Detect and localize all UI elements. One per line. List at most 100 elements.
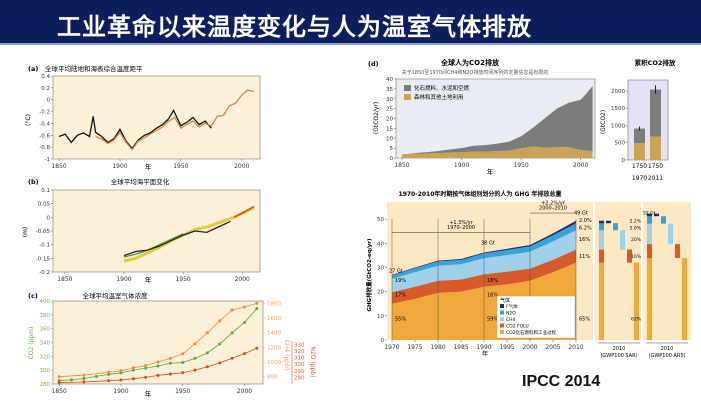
x-tick-label: 2000: [573, 162, 588, 169]
co2-line: [59, 308, 258, 381]
y-tick-label: 0: [47, 98, 51, 104]
temperature-series: [58, 108, 212, 150]
category-label: 2011: [648, 175, 663, 182]
share-label: 10%: [631, 254, 642, 260]
share-label: 20%: [631, 237, 642, 243]
legend-label: 化石燃料、水泥和空燃: [414, 84, 470, 92]
share-label: 19%: [395, 278, 406, 284]
x-tick-label: 1850: [57, 276, 72, 283]
share-label: 5.0%: [630, 226, 642, 232]
x-tick-label: 2000: [522, 344, 537, 351]
y-tick-label: -0.2: [39, 270, 50, 276]
ch4-line: [59, 302, 257, 378]
x-tick-label: 1975: [407, 344, 422, 351]
legend-label: CH4: [506, 317, 516, 323]
legend-label: 森林和其他土地利用: [414, 93, 464, 101]
legend-swatch: [500, 310, 504, 315]
x-axis-label: 年: [145, 275, 152, 284]
x-axis-label: 年: [145, 162, 152, 171]
share-label: 2.2%: [630, 219, 642, 225]
legend-box: [496, 295, 576, 339]
y-axis-label: (GtCO2/yr): [373, 102, 380, 134]
y-axis-label: CO2 (ppm): [28, 327, 35, 360]
y-tick-label: 1800: [267, 301, 281, 307]
x-tick-label: 1990: [476, 344, 491, 351]
y-tick-label: -0.4: [39, 121, 50, 127]
waterfall-bar: [634, 262, 639, 340]
y-tick-label: -0.15: [36, 256, 51, 262]
title-banner: 工业革命以来温度变化与人为温室气体排放: [0, 0, 701, 45]
y-tick-label: 360: [40, 327, 51, 333]
cumulative-bar: [634, 143, 645, 160]
stacked-segment: [599, 223, 604, 231]
x-tick-label: 2010: [568, 344, 583, 351]
waterfall-bar: [627, 249, 632, 263]
y-tick-label: -0.1: [39, 243, 50, 249]
chart-title: 累积CO2排放: [635, 58, 676, 67]
sea-level-series: [233, 205, 255, 218]
share-label: 18%: [487, 278, 498, 284]
y-tick-label: 15: [386, 126, 393, 132]
stacked-segment: [599, 262, 604, 340]
y-tick-label: -0.2: [39, 110, 50, 116]
y-tick-label: 10: [386, 136, 393, 142]
panel-metric: (GWP100 AR5): [649, 353, 686, 359]
total-label: 49 Gt: [574, 211, 588, 217]
y-tick-label: 40: [377, 241, 384, 247]
y-tick-label: 1500: [611, 106, 625, 112]
share-label: 16%: [487, 292, 498, 298]
plot-area: [52, 75, 261, 160]
x-tick-label: 1900: [113, 388, 128, 395]
x-tick-label: 1850: [394, 162, 409, 169]
legend-label: CO2 FOLU: [506, 324, 529, 330]
legend-swatch: [404, 94, 411, 100]
waterfall-bar: [620, 230, 625, 250]
chart-title: 全球人为CO2排放: [440, 58, 500, 67]
x-tick-label: 1850: [51, 163, 66, 170]
y-tick-label: 0: [381, 338, 385, 344]
y-tick-label: 0: [47, 215, 51, 221]
stacked-segment: [647, 216, 652, 224]
emission-area: [401, 146, 593, 158]
chart-title: 全球平均温室气体浓度: [83, 291, 149, 300]
y-tick-label: 320: [40, 354, 51, 360]
y-tick-label: 2000: [611, 89, 625, 95]
stacked-segment: [647, 244, 652, 258]
legend-swatch: [500, 323, 504, 328]
y-tick-label: 0.2: [41, 86, 50, 92]
y-tick-label: 290: [294, 369, 305, 375]
y-tick-label: 25: [386, 107, 393, 113]
x-tick-label: 2005: [545, 344, 560, 351]
total-label: 38 Gt: [481, 240, 495, 246]
share-label: 6.2%: [579, 226, 592, 232]
y-tick-label: 300: [40, 368, 51, 374]
stacked-segment: [599, 230, 604, 250]
share-label: 17%: [395, 292, 406, 298]
plot-area: [52, 300, 264, 385]
x-tick-label: 2000: [237, 388, 252, 395]
y-tick-label: 1000: [267, 360, 281, 366]
legend-swatch: [500, 317, 504, 321]
waterfall-bar: [606, 220, 611, 224]
y-tick-label: 0: [622, 158, 626, 164]
waterfall-bar: [682, 257, 687, 340]
sea-level-series: [123, 220, 231, 257]
y-tick-label: 5: [390, 146, 394, 152]
panel-metric: (GWP100 SAR): [600, 353, 637, 359]
y-tick-label: 320: [294, 349, 305, 355]
y-axis-label: (°C): [25, 114, 32, 126]
x-tick-label: 1950: [175, 388, 190, 395]
waterfall-bar: [675, 244, 680, 258]
stacked-segment: [599, 220, 604, 224]
chart-title: 全球平均海平面变化: [111, 177, 170, 186]
chart-title: 全球平均陆地和海表综合温度距平: [45, 64, 143, 73]
category-label: 1750: [648, 163, 663, 170]
source-label: IPCC 2014: [522, 373, 601, 390]
panel-label: (c): [28, 292, 38, 300]
stacked-segment: [647, 223, 652, 245]
x-axis-label: 年: [482, 350, 488, 358]
y-tick-label: 0.1: [41, 188, 50, 194]
rate-label: +2.2%/yr: [541, 201, 566, 207]
y-tick-label: 1600: [267, 316, 281, 322]
stacked-segment: [599, 249, 604, 263]
